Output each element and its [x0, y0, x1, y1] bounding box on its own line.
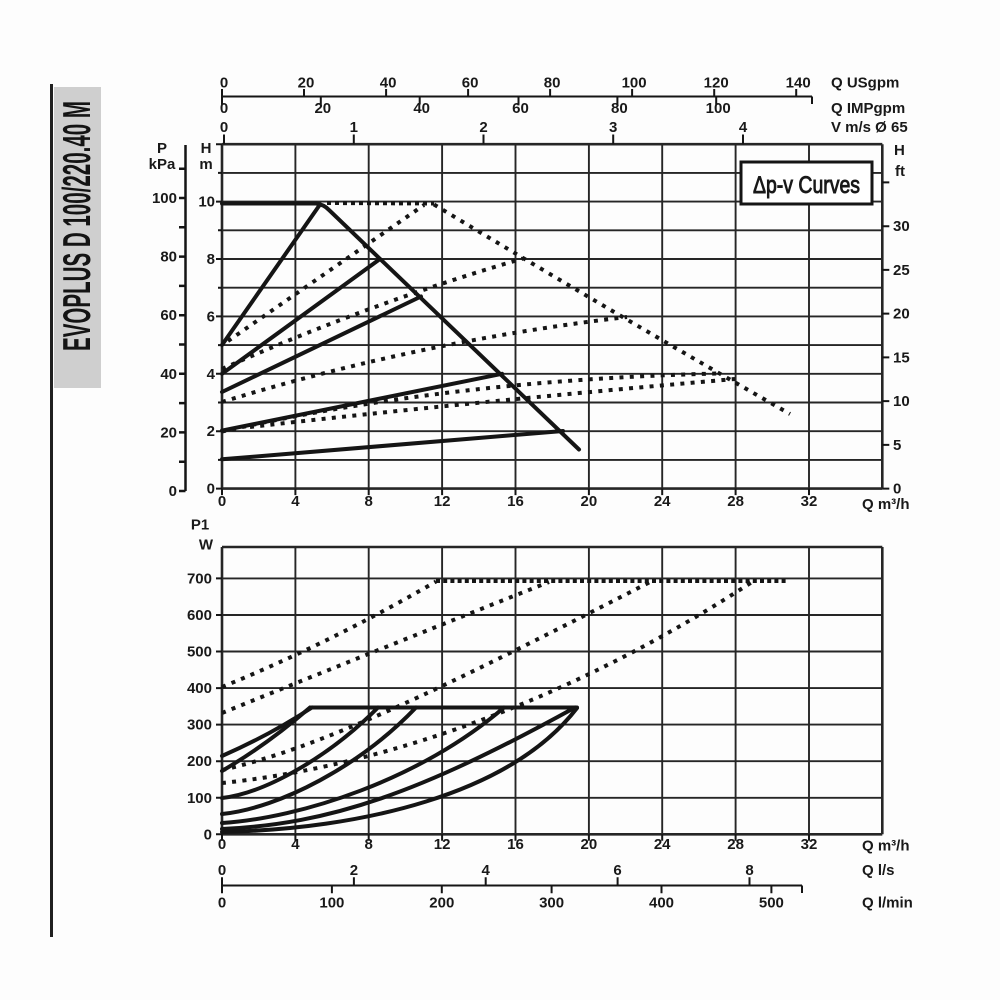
svg-text:1: 1 — [350, 119, 358, 136]
svg-text:400: 400 — [649, 895, 674, 912]
svg-text:V m/s Ø 65: V m/s Ø 65 — [831, 119, 908, 136]
svg-text:4: 4 — [291, 493, 300, 510]
svg-text:28: 28 — [727, 493, 744, 510]
svg-text:4: 4 — [482, 862, 491, 879]
svg-text:100: 100 — [706, 100, 731, 117]
svg-text:500: 500 — [187, 644, 212, 661]
svg-text:2: 2 — [207, 423, 215, 440]
svg-text:EVOPLUS D 100/220.40 M: EVOPLUS D 100/220.40 M — [56, 101, 99, 351]
svg-text:6: 6 — [207, 308, 215, 325]
svg-text:30: 30 — [893, 218, 910, 235]
svg-text:Δp-v Curves: Δp-v Curves — [753, 172, 860, 199]
svg-text:28: 28 — [727, 836, 744, 853]
svg-text:60: 60 — [160, 307, 177, 324]
svg-text:24: 24 — [654, 493, 671, 510]
svg-text:120: 120 — [704, 75, 729, 92]
svg-text:8: 8 — [365, 836, 373, 853]
svg-text:H: H — [201, 140, 212, 157]
svg-text:20: 20 — [298, 75, 315, 92]
svg-text:kPa: kPa — [149, 156, 176, 173]
svg-text:4: 4 — [291, 836, 300, 853]
svg-text:ft: ft — [895, 163, 905, 180]
svg-text:100: 100 — [152, 190, 177, 207]
svg-text:0: 0 — [204, 826, 212, 843]
svg-text:0: 0 — [207, 481, 215, 498]
svg-text:25: 25 — [893, 262, 910, 279]
svg-text:140: 140 — [786, 75, 811, 92]
svg-text:80: 80 — [544, 75, 561, 92]
svg-text:0: 0 — [218, 493, 226, 510]
svg-text:6: 6 — [613, 862, 621, 879]
svg-text:Q IMPgpm: Q IMPgpm — [831, 100, 905, 117]
svg-text:m: m — [199, 156, 212, 173]
svg-text:4: 4 — [739, 119, 748, 136]
svg-text:W: W — [199, 537, 214, 554]
svg-text:16: 16 — [507, 836, 524, 853]
svg-text:Q l/min: Q l/min — [862, 895, 913, 912]
svg-text:100: 100 — [319, 895, 344, 912]
svg-text:200: 200 — [187, 753, 212, 770]
svg-text:24: 24 — [654, 836, 671, 853]
svg-text:8: 8 — [745, 862, 753, 879]
svg-text:100: 100 — [622, 75, 647, 92]
svg-text:0: 0 — [218, 862, 226, 879]
svg-text:10: 10 — [198, 194, 215, 211]
svg-text:20: 20 — [160, 424, 177, 441]
svg-text:Q m³/h: Q m³/h — [862, 838, 910, 855]
svg-text:20: 20 — [581, 493, 598, 510]
svg-text:8: 8 — [207, 251, 215, 268]
svg-text:0: 0 — [218, 895, 226, 912]
svg-text:0: 0 — [893, 481, 901, 498]
svg-text:80: 80 — [160, 249, 177, 266]
svg-text:40: 40 — [160, 366, 177, 383]
svg-text:0: 0 — [220, 119, 228, 136]
svg-text:H: H — [894, 142, 905, 159]
svg-text:300: 300 — [187, 717, 212, 734]
svg-text:16: 16 — [507, 493, 524, 510]
svg-text:Q l/s: Q l/s — [862, 862, 895, 879]
svg-text:0: 0 — [218, 836, 226, 853]
svg-text:60: 60 — [512, 100, 529, 117]
svg-text:0: 0 — [220, 100, 228, 117]
svg-text:3: 3 — [609, 119, 617, 136]
svg-text:40: 40 — [413, 100, 430, 117]
svg-text:300: 300 — [539, 895, 564, 912]
svg-text:600: 600 — [187, 607, 212, 624]
svg-text:5: 5 — [893, 437, 901, 454]
svg-text:Q USgpm: Q USgpm — [831, 75, 899, 92]
svg-text:400: 400 — [187, 680, 212, 697]
svg-text:40: 40 — [380, 75, 397, 92]
svg-text:2: 2 — [479, 119, 487, 136]
svg-text:700: 700 — [187, 570, 212, 587]
svg-text:0: 0 — [220, 75, 228, 92]
svg-text:100: 100 — [187, 790, 212, 807]
svg-text:0: 0 — [169, 483, 177, 500]
svg-text:P: P — [157, 140, 167, 157]
svg-text:32: 32 — [801, 493, 818, 510]
svg-text:80: 80 — [611, 100, 628, 117]
svg-text:60: 60 — [462, 75, 479, 92]
svg-text:8: 8 — [365, 493, 373, 510]
svg-text:20: 20 — [581, 836, 598, 853]
svg-text:32: 32 — [801, 836, 818, 853]
svg-text:12: 12 — [434, 493, 451, 510]
svg-text:20: 20 — [314, 100, 331, 117]
svg-text:P1: P1 — [191, 517, 209, 534]
svg-text:12: 12 — [434, 836, 451, 853]
svg-text:500: 500 — [759, 895, 784, 912]
svg-text:200: 200 — [429, 895, 454, 912]
svg-text:2: 2 — [350, 862, 358, 879]
svg-text:20: 20 — [893, 306, 910, 323]
svg-text:15: 15 — [893, 349, 910, 366]
svg-text:Q m³/h: Q m³/h — [862, 496, 910, 513]
svg-text:10: 10 — [893, 393, 910, 410]
svg-text:4: 4 — [207, 366, 216, 383]
